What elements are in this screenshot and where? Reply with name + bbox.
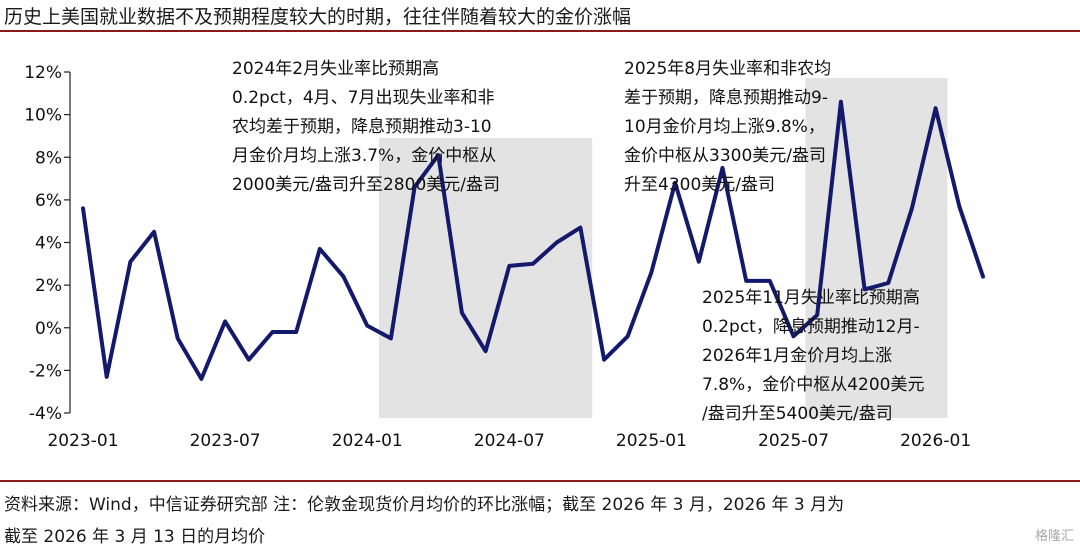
gold-mom-series-line <box>81 99 985 381</box>
annotation-line: 差于预期，降息预期推动9- <box>624 88 828 108</box>
chart-title: 历史上美国就业数据不及预期程度较大的时期，往往伴随着较大的金价涨幅 <box>4 6 632 28</box>
watermark-logo: 格隆汇 <box>1034 529 1074 544</box>
x-tick-label: 2023-07 <box>190 431 261 451</box>
x-tick-label: 2024-07 <box>474 431 545 451</box>
annotation-2: 2025年8月失业率和非农均差于预期，降息预期推动9- 10月金价月均上涨9.8%… <box>624 59 831 195</box>
annotation-line: 2025年11月失业率比预期高 <box>702 288 920 308</box>
x-tick-label: 2023-01 <box>47 431 118 451</box>
annotation-line: 月金价月均上涨3.7%，金价中枢从 <box>232 146 496 166</box>
gold-price-mom-chart: 12%10%8%6%4%2%0%-2%-4% 2023-01 2023-07 202… <box>24 59 985 451</box>
x-tick-label: 2024-01 <box>332 431 403 451</box>
annotation-line: 金价中枢从3300美元/盎司 <box>624 146 826 166</box>
x-axis: 2023-01 2023-07 2024-01 2024-07 2025-01 2025-… <box>47 431 971 451</box>
y-tick-label: 6% <box>35 191 62 211</box>
annotation-line: 10月金价月均上涨9.8%， <box>624 117 825 137</box>
annotation-line: 升至4300美元/盎司 <box>624 175 775 195</box>
x-tick-label: 2026-01 <box>900 431 971 451</box>
y-tick-label: -4% <box>29 404 62 424</box>
annotation-1: 2024年2月失业率比预期高 0.2pct，4月、7月出现失业率和非农均差于预期，… <box>232 59 500 195</box>
source-rule <box>0 480 1080 482</box>
annotation-3: 2025年11月失业率比预期高 0.2pct，降息预期推动12月- 2026年1月金… <box>702 288 924 424</box>
y-tick-label: 2% <box>35 276 62 296</box>
annotation-line: 2025年8月失业率和非农均 <box>624 59 831 79</box>
annotation-line: 0.2pct，4月、7月出现失业率和非 <box>232 88 494 108</box>
shaded-period-3 <box>876 78 948 418</box>
y-tick-label: 10% <box>24 106 62 126</box>
y-tick-label: -2% <box>29 361 62 381</box>
source-note-line-2: 截至 2026 年 3 月 13 日的月均价 <box>4 527 266 547</box>
y-axis: 12% 10% 8% 6% 4% 2% 0% -2% -4% <box>24 63 71 424</box>
annotation-line: 7.8%，金价中枢从4200美元 <box>702 375 924 395</box>
annotation-line: /盎司升至5400美元/盎司 <box>702 404 893 424</box>
y-tick-label: 12% <box>24 63 62 83</box>
y-tick-label: 0% <box>35 319 62 339</box>
source-note-line-1: 资料来源：Wind，中信证券研究部 注：伦敦金现货价月均价的环比涨幅；截至 20… <box>4 495 845 515</box>
annotation-line: 2000美元/盎司升至2800美元/盎司 <box>232 175 500 195</box>
y-tick-label: 4% <box>35 234 62 254</box>
shaded-period-2 <box>805 78 877 418</box>
annotation-line: 农均差于预期，降息预期推动3-10 <box>232 117 492 137</box>
title-rule <box>0 30 1080 32</box>
annotation-line: 0.2pct，降息预期推动12月- <box>702 317 920 337</box>
y-tick-label: 8% <box>35 148 62 168</box>
x-tick-label: 2025-07 <box>758 431 829 451</box>
annotation-line: 2026年1月金价月均上涨 <box>702 346 892 366</box>
annotation-line: 2024年2月失业率比预期高 <box>232 59 439 79</box>
annotations: 2024年2月失业率比预期高 0.2pct，4月、7月出现失业率和非农均差于预期，… <box>232 59 924 424</box>
x-tick-label: 2025-01 <box>616 431 687 451</box>
